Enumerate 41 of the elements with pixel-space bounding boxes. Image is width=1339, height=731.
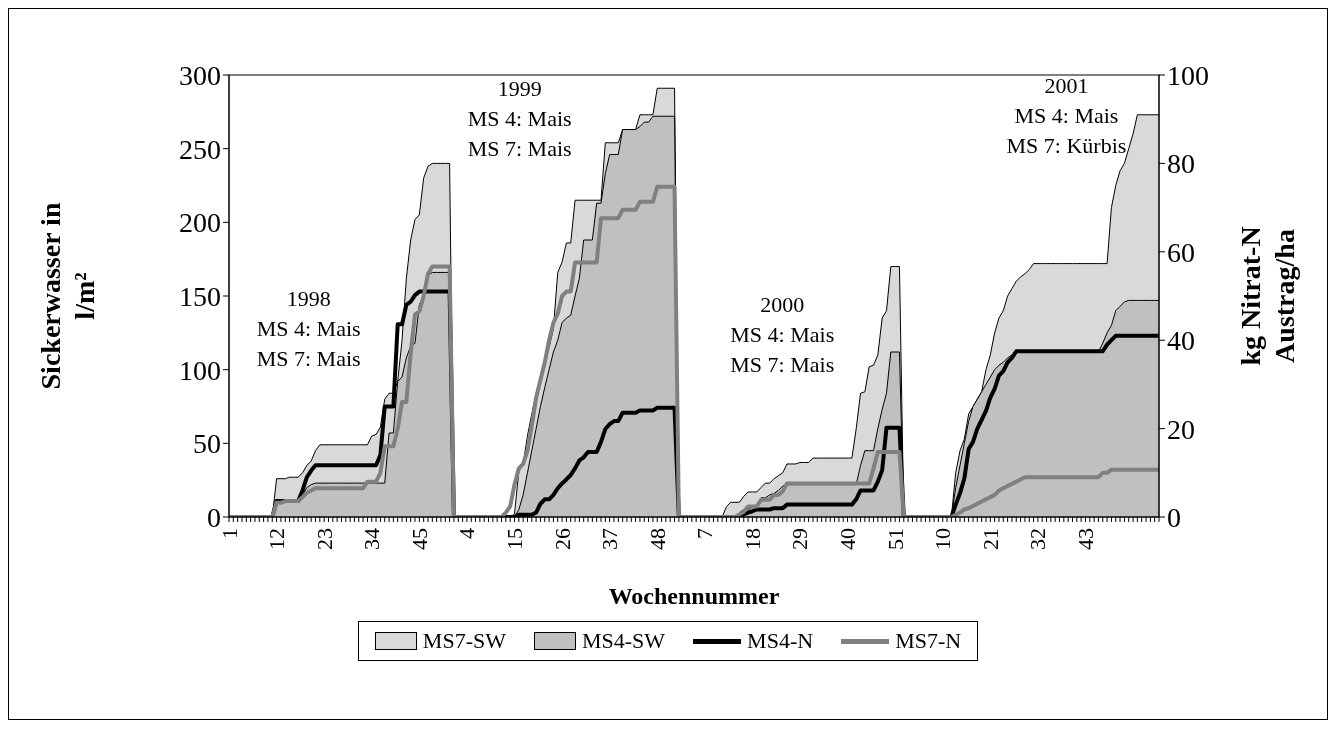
x-tick-label: 48 bbox=[644, 528, 670, 550]
y-tick-label: 250 bbox=[179, 133, 221, 165]
y2-tick-label: 80 bbox=[1167, 148, 1195, 180]
x-tick-label: 51 bbox=[882, 528, 908, 550]
x-tick-label: 40 bbox=[835, 528, 861, 550]
y-axis-title: Sickerwasser in l/m² bbox=[35, 202, 100, 390]
y-tick-label: 300 bbox=[179, 59, 221, 91]
x-tick-label: 15 bbox=[501, 528, 527, 550]
annotation: 2000 MS 4: Mais MS 7: Mais bbox=[730, 292, 835, 378]
y2-tick-label: 20 bbox=[1167, 413, 1195, 445]
y2-tick-label: 0 bbox=[1167, 501, 1181, 533]
x-tick-label: 4 bbox=[454, 528, 480, 539]
x-tick-label: 45 bbox=[406, 528, 432, 550]
x-tick-label: 32 bbox=[1025, 528, 1051, 550]
x-tick-label: 10 bbox=[930, 528, 956, 550]
y2-tick-label: 100 bbox=[1167, 59, 1209, 91]
legend-label: MS4-N bbox=[747, 628, 814, 654]
annotation: 1998 MS 4: Mais MS 7: Mais bbox=[256, 286, 361, 372]
y-tick-label: 200 bbox=[179, 207, 221, 239]
x-tick-label: 21 bbox=[977, 528, 1003, 550]
x-tick-label: 29 bbox=[787, 528, 813, 550]
x-tick-label: 26 bbox=[549, 528, 575, 550]
y2-tick-label: 40 bbox=[1167, 325, 1195, 357]
legend-label: MS7-SW bbox=[422, 628, 506, 654]
y2-axis-title: kg Nitrat-N Austrag/ha bbox=[1235, 226, 1300, 366]
x-tick-label: 12 bbox=[264, 528, 290, 550]
annotation: 1999 MS 4: Mais MS 7: Mais bbox=[467, 75, 572, 161]
x-tick-label: 34 bbox=[359, 528, 385, 550]
x-tick-label: 7 bbox=[692, 528, 718, 539]
y-tick-label: 50 bbox=[193, 428, 221, 460]
x-axis-title: Wochennummer bbox=[608, 583, 780, 609]
y2-tick-label: 60 bbox=[1167, 236, 1195, 268]
x-tick-label: 23 bbox=[311, 528, 337, 550]
legend-label: MS4-SW bbox=[581, 628, 666, 654]
annotation: 2001 MS 4: Mais MS 7: Kürbis bbox=[1006, 72, 1127, 158]
legend-label: MS7-N bbox=[895, 628, 962, 654]
x-tick-label: 18 bbox=[739, 528, 765, 550]
x-tick-label: 37 bbox=[597, 528, 623, 550]
y-tick-label: 100 bbox=[179, 354, 221, 386]
x-tick-label: 43 bbox=[1072, 528, 1098, 550]
y-tick-label: 150 bbox=[179, 280, 221, 312]
